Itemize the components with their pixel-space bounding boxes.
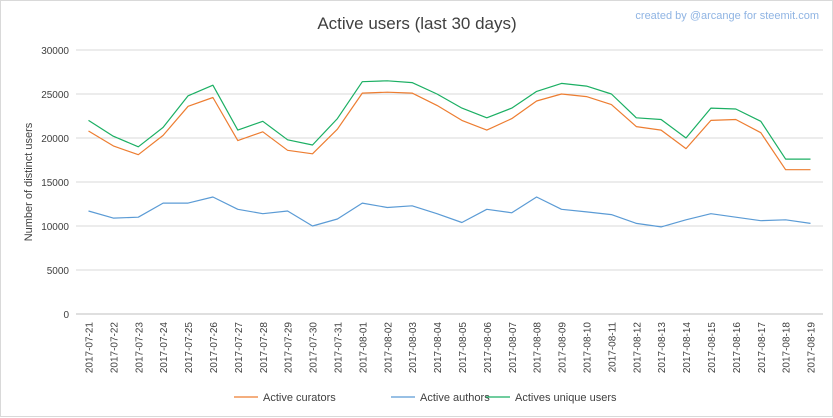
x-tick-label: 2017-07-26	[209, 322, 220, 374]
x-tick-label: 2017-07-29	[284, 322, 295, 374]
y-tick-label: 5000	[47, 266, 70, 277]
x-tick-label: 2017-08-08	[533, 322, 544, 374]
x-tick-labels: 2017-07-21 2017-07-22 2017-07-23 2017-07-24…	[84, 322, 817, 374]
x-tick-label: 2017-08-05	[458, 322, 469, 374]
x-tick-label: 2017-08-09	[558, 322, 569, 374]
legend-label: Active authors	[420, 392, 490, 404]
x-tick-label: 2017-08-03	[408, 322, 419, 374]
y-tick-label: 0	[63, 310, 69, 321]
y-tick-labels: 0 5000 10000 15000 20000 25000 30000	[41, 46, 69, 321]
x-tick-label: 2017-07-30	[309, 322, 320, 374]
series-line-actives-unique-users	[88, 80, 811, 160]
x-tick-label: 2017-08-15	[707, 322, 718, 374]
x-tick-label: 2017-08-17	[757, 322, 768, 374]
x-tick-label: 2017-07-21	[84, 322, 95, 374]
x-tick-label: 2017-08-14	[682, 322, 693, 374]
series-line-active-authors	[88, 196, 811, 228]
x-tick-label: 2017-08-07	[508, 322, 519, 374]
x-tick-label: 2017-08-06	[483, 322, 494, 374]
y-tick-label: 15000	[41, 178, 69, 189]
x-tick-label: 2017-07-22	[109, 322, 120, 374]
x-tick-label: 2017-07-27	[234, 322, 245, 374]
series-lines	[88, 80, 811, 228]
x-tick-label: 2017-08-11	[607, 322, 618, 373]
x-tick-label: 2017-08-10	[582, 322, 593, 374]
legend-label: Active curators	[263, 392, 336, 404]
legend: Active curators Active authors Actives uni…	[234, 392, 617, 404]
y-axis-title: Number of distinct users	[23, 122, 35, 241]
x-tick-label: 2017-07-24	[159, 322, 170, 374]
x-tick-label: 2017-08-18	[782, 322, 793, 374]
x-tick-label: 2017-08-01	[358, 322, 369, 374]
y-tick-label: 30000	[41, 46, 69, 57]
x-tick-label: 2017-08-13	[657, 322, 668, 374]
series-line-active-curators	[88, 91, 811, 171]
y-tick-label: 25000	[41, 90, 69, 101]
x-tick-label: 2017-08-02	[383, 322, 394, 374]
x-tick-label: 2017-08-04	[433, 322, 444, 374]
y-tick-label: 20000	[41, 134, 69, 145]
credit-text: created by @arcange for steemit.com	[635, 10, 819, 22]
x-tick-label: 2017-07-25	[184, 322, 195, 374]
legend-label: Actives unique users	[515, 392, 617, 404]
x-tick-label: 2017-08-16	[732, 322, 743, 374]
chart-title: Active users (last 30 days)	[317, 14, 516, 33]
x-tick-label: 2017-07-23	[134, 322, 145, 374]
gridlines	[76, 49, 823, 315]
x-tick-label: 2017-07-28	[259, 322, 270, 374]
x-tick-label: 2017-08-19	[807, 322, 818, 374]
x-tick-label: 2017-07-31	[333, 322, 344, 374]
x-tick-label: 2017-08-12	[632, 322, 643, 374]
y-tick-label: 10000	[41, 222, 69, 233]
